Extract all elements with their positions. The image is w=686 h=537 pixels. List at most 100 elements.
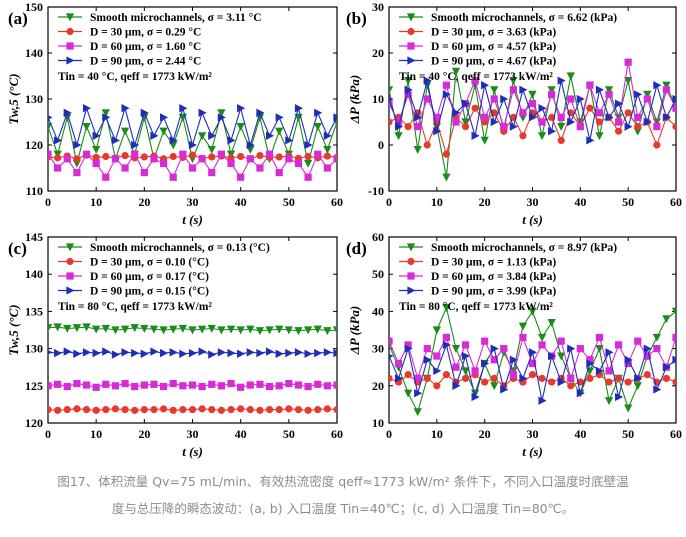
x-tick-label: 30 [187, 195, 199, 209]
data-point [48, 406, 52, 414]
data-point [490, 356, 498, 364]
data-point [662, 315, 671, 324]
x-tick-label: 40 [235, 195, 247, 209]
data-point [605, 378, 613, 386]
legend-entry: Smooth microchannels, σ = 3.11 °C [90, 12, 262, 24]
data-point [471, 131, 480, 140]
data-point [198, 155, 206, 163]
data-point [256, 164, 264, 172]
data-point [285, 136, 294, 145]
data-point [653, 345, 661, 353]
y-tick-label: 125 [25, 379, 43, 393]
data-point [567, 117, 576, 127]
data-point [672, 104, 676, 112]
y-tick-label: 50 [372, 267, 384, 281]
data-point [217, 382, 225, 390]
data-point [63, 347, 72, 356]
data-point [246, 325, 255, 334]
x-tick-label: 60 [331, 195, 343, 209]
data-point [227, 154, 235, 162]
data-point [63, 382, 71, 391]
data-point [304, 382, 312, 391]
data-point [433, 127, 442, 136]
data-point [92, 325, 101, 334]
data-point [406, 13, 416, 22]
data-point [490, 382, 499, 391]
data-point [615, 392, 624, 402]
data-point [197, 325, 207, 334]
data-point [237, 104, 246, 113]
y-tick-label: 135 [25, 304, 43, 318]
data-point [304, 406, 312, 414]
series-2 [48, 379, 337, 391]
series-layer [389, 304, 676, 417]
data-point [48, 350, 53, 355]
data-point [48, 324, 53, 333]
legend-entry: D = 90 μm, σ = 3.99 (kPa) [431, 286, 556, 298]
data-point [198, 382, 206, 391]
x-tick-label: 0 [45, 195, 51, 209]
data-point [461, 351, 471, 361]
data-point [423, 95, 431, 103]
data-point [160, 382, 168, 391]
data-point [246, 348, 255, 357]
data-point [406, 243, 416, 252]
data-point [433, 382, 441, 390]
data-point [413, 408, 422, 417]
x-tick-label: 50 [283, 195, 295, 209]
data-point [519, 109, 527, 117]
y-tick-label: 145 [25, 230, 43, 244]
data-point [111, 155, 120, 163]
data-point [634, 90, 643, 99]
data-point [461, 341, 470, 349]
data-point [433, 352, 441, 360]
condition-annotation: Tin = 80 °C, qeff = 1773 kW/m² [58, 301, 212, 313]
data-point [140, 153, 148, 161]
data-point [452, 118, 460, 126]
caption-line-2: 度与总压降的瞬态波动：(a, b) 入口温度 Tin=40℃；(c, d) 入口… [111, 501, 575, 516]
data-point [323, 146, 332, 154]
data-point [285, 405, 293, 413]
data-point [615, 341, 623, 349]
x-axis-label: t (s) [182, 212, 203, 227]
data-point [528, 90, 537, 99]
x-axis-label: t (s) [182, 444, 203, 459]
y-axis-label: ΔP (kPa) [347, 75, 362, 124]
data-point [160, 159, 168, 167]
data-point [101, 109, 110, 118]
data-point [150, 380, 158, 388]
data-point [567, 344, 576, 353]
data-point [159, 326, 168, 335]
data-point [548, 378, 556, 386]
data-point [528, 307, 537, 316]
data-point [672, 333, 676, 342]
data-point [256, 108, 265, 117]
data-point [586, 374, 594, 382]
data-point [471, 77, 479, 85]
data-point [63, 406, 71, 414]
data-point [284, 326, 293, 335]
data-point [120, 325, 130, 334]
data-point [73, 169, 81, 177]
data-point [159, 127, 168, 136]
data-point [586, 359, 595, 368]
data-point [73, 349, 82, 358]
data-point [576, 94, 585, 104]
data-point [389, 353, 394, 359]
data-point [179, 406, 187, 414]
x-tick-label: 10 [90, 427, 102, 441]
data-point [413, 146, 422, 154]
data-point [227, 159, 235, 167]
data-point [538, 118, 546, 126]
data-point [188, 348, 197, 358]
data-point [407, 286, 416, 295]
data-point [198, 108, 207, 117]
data-point [73, 140, 82, 150]
data-point [208, 380, 216, 388]
data-point [557, 377, 566, 387]
data-point [394, 132, 403, 141]
data-point [403, 77, 413, 85]
data-point [490, 344, 499, 353]
data-point [576, 345, 584, 353]
data-point [227, 348, 236, 358]
